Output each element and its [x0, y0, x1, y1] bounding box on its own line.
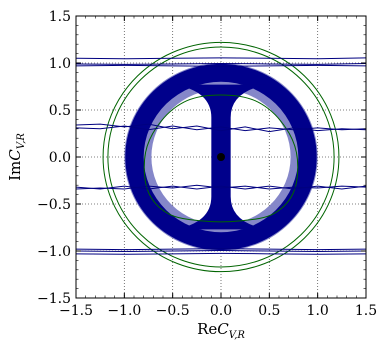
y-tick-label: −1.0: [37, 244, 71, 260]
x-tick-label: 1.0: [307, 303, 329, 319]
blue-contour-line: [76, 185, 366, 190]
blue-contour-line: [76, 123, 366, 133]
blue-contour-line: [76, 57, 366, 60]
blue-contour-line: [76, 64, 366, 67]
green-contour-inner-loop: [143, 94, 299, 223]
blue-contour-line: [76, 125, 366, 132]
y-tick-label: 1.5: [49, 9, 71, 25]
blue-contour-line: [76, 184, 366, 190]
blue-line-layer: [76, 57, 366, 255]
x-tick-label: 1.5: [355, 303, 377, 319]
y-tick-label: 0.5: [49, 103, 71, 119]
y-tick-label: 0.0: [49, 150, 71, 166]
x-tick-label: −1.5: [59, 303, 93, 319]
blue-contour-line: [76, 248, 366, 251]
green-contour-circle: [102, 41, 340, 273]
y-tick-label: 1.0: [49, 56, 71, 72]
point-marker: [217, 153, 225, 161]
y-tick-label: −0.5: [37, 197, 71, 213]
x-tick-label: 0.5: [258, 303, 280, 319]
blue-contour-line: [76, 252, 366, 255]
x-tick-label: 0.0: [210, 303, 232, 319]
x-axis-label: ReCV,R: [197, 320, 245, 341]
marker-layer: [217, 153, 225, 161]
x-tick-label: −0.5: [156, 303, 190, 319]
green-contour-layer: [102, 41, 340, 273]
y-tick-label: −1.5: [37, 291, 71, 307]
tick-marks: [75, 15, 367, 299]
blue-contour-line: [76, 62, 366, 65]
x-tick-label: −1.0: [107, 303, 141, 319]
tick-labels: −1.5 −1.0 −0.5 0.0 0.5 1.0 1.5 −1.5 −1.0 −0.5 0.0 0…: [37, 9, 377, 319]
green-contour-circle: [107, 46, 335, 268]
y-axis-label: ImCV,R: [6, 133, 27, 181]
blue-contour-line: [76, 250, 366, 252]
